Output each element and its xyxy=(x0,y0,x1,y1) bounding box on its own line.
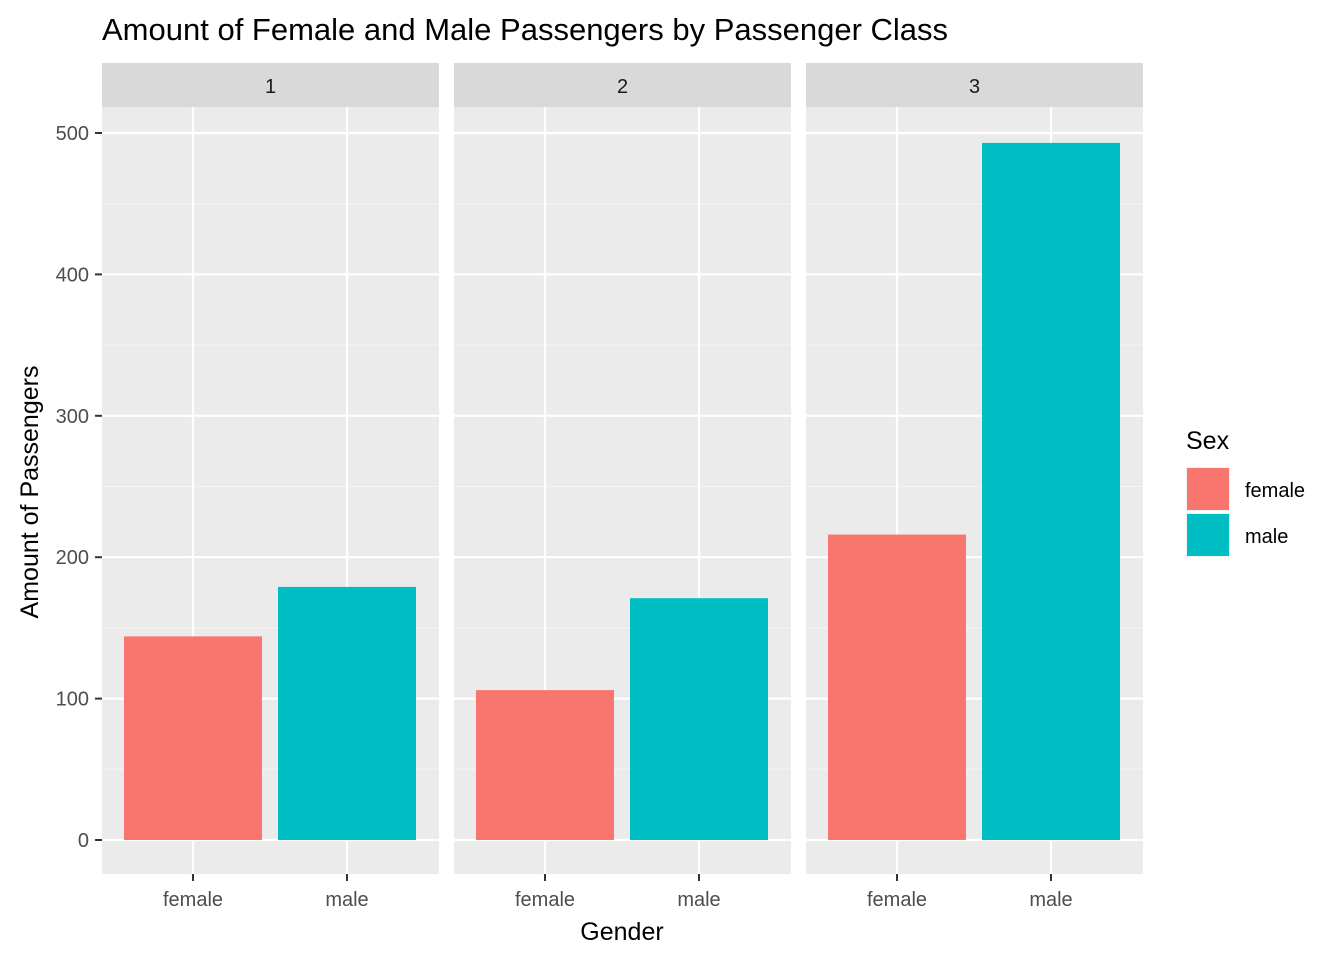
legend-title: Sex xyxy=(1186,427,1230,455)
legend-label-female: female xyxy=(1245,480,1305,502)
facet-panel-1: 1 female male xyxy=(102,63,439,911)
facet-strip xyxy=(806,63,1143,107)
y-axis: 0 100 200 300 400 500 xyxy=(56,123,102,852)
facet-strip xyxy=(454,63,791,107)
bar-female-class-3 xyxy=(828,534,966,840)
legend-swatch-female xyxy=(1187,468,1229,510)
facet-strip-label: 2 xyxy=(617,76,628,98)
x-tick-label: female xyxy=(515,889,575,911)
x-tick-label: male xyxy=(1029,889,1072,911)
facet-panels: 1 female male 2 female male 3 female male xyxy=(102,63,1143,911)
facet-panel-2: 2 female male xyxy=(454,63,791,911)
facet-strip xyxy=(102,63,439,107)
y-tick-label: 300 xyxy=(56,406,89,428)
y-tick-label: 0 xyxy=(78,830,89,852)
x-tick-label: female xyxy=(867,889,927,911)
y-tick-label: 100 xyxy=(56,689,89,711)
facet-strip-label: 3 xyxy=(969,76,980,98)
legend: Sex female male xyxy=(1186,427,1305,557)
x-tick-label: male xyxy=(325,889,368,911)
y-tick-label: 500 xyxy=(56,123,89,145)
bar-female-class-2 xyxy=(476,690,614,840)
y-tick-label: 200 xyxy=(56,547,89,569)
chart-title: Amount of Female and Male Passengers by … xyxy=(102,12,948,47)
x-tick-label: male xyxy=(677,889,720,911)
bar-male-class-3 xyxy=(982,142,1120,840)
facet-panel-3: 3 female male xyxy=(806,63,1143,911)
facet-strip-label: 1 xyxy=(265,76,276,98)
x-axis-title: Gender xyxy=(580,918,663,946)
x-tick-label: female xyxy=(163,889,223,911)
bar-male-class-2 xyxy=(630,598,768,840)
legend-swatch-male xyxy=(1187,514,1229,556)
bar-male-class-1 xyxy=(278,586,416,840)
bar-female-class-1 xyxy=(124,636,262,840)
y-tick-label: 400 xyxy=(56,264,89,286)
y-axis-title: Amount of Passengers xyxy=(16,366,44,619)
legend-label-male: male xyxy=(1245,526,1288,548)
